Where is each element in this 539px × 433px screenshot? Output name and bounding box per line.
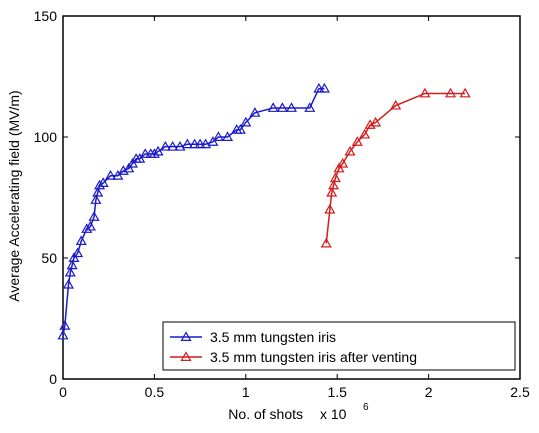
series-2-point [326, 186, 338, 197]
series-1-point [94, 179, 106, 190]
series-1-point [200, 138, 212, 149]
series-1-point [59, 320, 71, 330]
y-tick-label: 50 [41, 250, 57, 266]
series-1-point [194, 138, 206, 149]
y-axis-label: Average Accelerating field (MV/m) [6, 90, 22, 301]
x-tick-label: 2 [425, 384, 433, 400]
series-2-point [337, 157, 349, 168]
series-1-point [181, 138, 193, 149]
series-1-point [152, 145, 164, 156]
legend-items: 3.5 mm tungsten iris 3.5 mm tungsten iris… [170, 329, 417, 365]
series-2-point [370, 116, 382, 127]
x-tick-label: 1 [242, 384, 250, 400]
series-1-point [88, 211, 100, 221]
y-tick-label: 150 [34, 8, 58, 24]
series-1-point [134, 153, 146, 163]
x-tick-label: 2.5 [510, 384, 530, 400]
series-1-point [126, 157, 138, 168]
series-1-point [72, 247, 84, 258]
series-2-point [344, 145, 356, 156]
series-1-point [81, 223, 93, 233]
series-2-point [445, 87, 457, 98]
series-2-point [320, 237, 332, 248]
series-2-point [324, 203, 336, 214]
series-1-point [75, 235, 87, 246]
series-1-point [139, 148, 151, 158]
series-1-point [249, 107, 261, 117]
legend-box [162, 321, 516, 371]
series-2-point [333, 162, 345, 173]
series-1-point [68, 252, 80, 262]
series-2-point [359, 128, 371, 139]
series-1-point [234, 124, 246, 134]
x-axis-multiplier: x 10 [320, 406, 347, 422]
series-1-point [62, 278, 75, 289]
plot-area [62, 15, 521, 380]
series-1-point [66, 259, 78, 270]
series-1-point [90, 194, 102, 204]
series-2-point [459, 87, 471, 98]
series-2-point [329, 172, 341, 183]
series-1-point [221, 131, 234, 141]
series-1-point [92, 186, 104, 197]
x-axis-label: No. of shots [228, 406, 303, 422]
legend-label-1: 3.5 mm tungsten iris [210, 329, 336, 345]
series-1-point [123, 162, 135, 173]
series-layer [57, 82, 471, 340]
series-1-point [240, 116, 252, 127]
y-tick-label: 100 [34, 129, 58, 145]
series-1-point [267, 102, 279, 112]
series-1-point [189, 138, 201, 149]
series-1-point [104, 170, 117, 180]
series-1-point [57, 329, 69, 340]
series-1-point [318, 82, 330, 93]
y-tick-label: 0 [49, 371, 57, 387]
x-tick-label: 1.5 [327, 384, 347, 400]
series-1-point [304, 102, 316, 112]
series-1-point [148, 148, 160, 158]
series-1-point [84, 220, 96, 231]
series-1-point [285, 102, 298, 112]
series-1-point [112, 170, 124, 180]
legend: 3.5 mm tungsten iris 3.5 mm tungsten iris… [162, 321, 516, 371]
series-2-point [419, 87, 431, 98]
x-axis: 0 0.5 1 1.5 2 2.5 [59, 16, 530, 400]
series-1-point [174, 140, 186, 151]
legend-marker-2 [180, 351, 192, 361]
series-1-point [167, 140, 179, 151]
series-1-point [207, 136, 219, 146]
series-1-point [97, 177, 109, 187]
x-tick-label: 0.5 [145, 384, 165, 400]
series-1-point [313, 82, 325, 93]
x-axis-exponent: 6 [363, 402, 369, 413]
series-1-point [276, 102, 288, 112]
series-2-point [390, 99, 402, 110]
series-2-point [351, 136, 363, 146]
x-tick-label: 0 [59, 384, 67, 400]
y-axis: 0 50 100 150 [34, 8, 520, 387]
series-2-point [328, 179, 340, 190]
series-1-point [212, 131, 224, 141]
series-1-point [64, 266, 76, 277]
legend-marker-1 [180, 331, 192, 341]
legend-label-2: 3.5 mm tungsten iris after venting [210, 349, 417, 365]
series-1-point [159, 140, 171, 151]
